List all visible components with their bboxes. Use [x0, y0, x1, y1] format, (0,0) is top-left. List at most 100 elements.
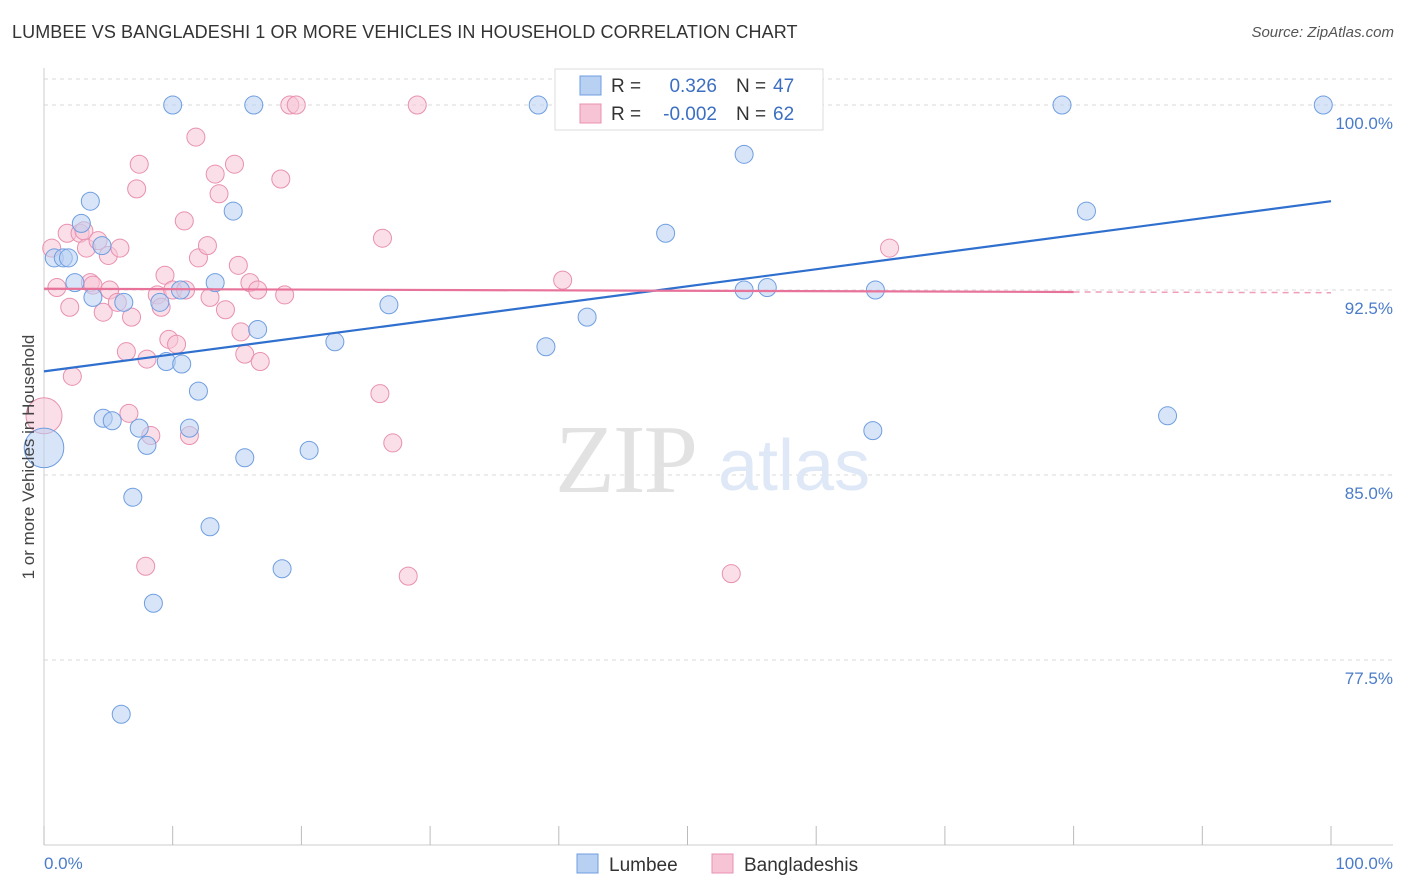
y-tick-label-3: 100.0% [1335, 114, 1393, 133]
legend-n-value-bangladeshis: 62 [773, 104, 794, 125]
bangladeshis-point-18 [119, 403, 139, 423]
lumbee-point-13 [129, 418, 149, 438]
lumbee-point-47 [1313, 95, 1333, 115]
lumbee-point-24 [200, 517, 220, 537]
bangladeshis-point-51 [286, 95, 306, 115]
bangladeshis-point-59 [880, 238, 900, 258]
bangladeshis-point-43 [231, 322, 251, 342]
lumbee-point-7 [83, 287, 103, 307]
lumbee-point-23 [188, 381, 208, 401]
series-legend: Lumbee Bangladeshis [576, 853, 858, 876]
lumbee-point-31 [299, 440, 319, 460]
lumbee-point-21 [172, 354, 192, 374]
lumbee-point-16 [111, 704, 131, 724]
watermark-atlas: atlas [718, 426, 870, 506]
bangladeshis-point-12 [93, 302, 113, 322]
lumbee-point-3 [58, 248, 78, 268]
bottom-legend-swatch-bangladeshis [711, 853, 734, 874]
y-tick-label-0: 77.5% [1345, 669, 1393, 688]
bangladeshis-point-31 [174, 211, 194, 231]
bangladeshis-point-16 [110, 238, 130, 258]
legend-r-label-lumbee: R = [611, 76, 641, 97]
bangladeshis-point-5 [62, 366, 82, 386]
bangladeshis-point-57 [553, 270, 573, 290]
lumbee-point-43 [865, 280, 885, 300]
bangladeshis-point-27 [155, 265, 175, 285]
lumbee-point-30 [272, 559, 292, 579]
lumbee-point-44 [1052, 95, 1072, 115]
bottom-legend-lumbee: Lumbee [609, 855, 678, 876]
lumbee-point-15 [143, 593, 163, 613]
axis-layer [43, 68, 1393, 846]
y-tick-label-2: 92.5% [1345, 299, 1393, 318]
legend-r-value-lumbee: 0.326 [669, 76, 717, 97]
lumbee-point-33 [379, 295, 399, 315]
lumbee-point-34 [528, 95, 548, 115]
legend-n-value-lumbee: 47 [773, 76, 794, 97]
chart-title: LUMBEE VS BANGLADESHI 1 OR MORE VEHICLES… [12, 22, 798, 42]
bangladeshis-point-2 [47, 278, 67, 298]
bangladeshis-point-48 [271, 169, 291, 189]
bangladeshis-point-52 [370, 384, 390, 404]
bangladeshis-point-40 [215, 300, 235, 320]
stats-legend: R = 0.326 N = 47 R = -0.002 N = 62 [554, 68, 824, 131]
bangladeshis-point-22 [136, 556, 156, 576]
lumbee-point-28 [244, 95, 264, 115]
lumbee-point-0 [23, 427, 65, 469]
lumbee-point-6 [80, 191, 100, 211]
lumbee-point-12 [123, 487, 143, 507]
x-tick-label-right: 100.0% [1335, 854, 1393, 873]
legend-n-label-lumbee: N = [736, 76, 766, 97]
bangladeshis-point-38 [205, 164, 225, 184]
lumbee-point-29 [248, 319, 268, 339]
lumbee-points [23, 95, 1333, 724]
bangladeshis-point-58 [721, 564, 741, 584]
lumbee-point-8 [92, 236, 112, 256]
lumbee-point-42 [863, 421, 883, 441]
lumbee-point-14 [137, 435, 157, 455]
legend-r-value-bangladeshis: -0.002 [663, 104, 717, 125]
grid-layer [44, 78, 1393, 661]
lumbee-point-22 [179, 418, 199, 438]
trend-line-bangladeshis [43, 287, 1074, 294]
lumbee-point-45 [1076, 201, 1096, 221]
y-axis-label: 1 or more Vehicles in Household [19, 335, 38, 580]
bangladeshis-point-55 [398, 566, 418, 586]
watermark-zip: ZIP [555, 406, 696, 514]
bangladeshis-point-36 [197, 236, 217, 256]
lumbee-point-35 [536, 337, 556, 357]
bottom-legend-swatch-lumbee [576, 853, 599, 874]
lumbee-point-27 [235, 448, 255, 468]
bangladeshis-point-19 [122, 307, 142, 327]
bangladeshis-point-34 [186, 127, 206, 147]
trend-line-bangladeshis-extension [1073, 291, 1332, 294]
lumbee-point-46 [1158, 406, 1178, 426]
lumbee-point-36 [577, 307, 597, 327]
y-tick-labels: 77.5% 85.0% 92.5% 100.0% [1335, 114, 1393, 688]
lumbee-point-41 [757, 278, 777, 298]
bottom-legend-bangladeshis: Bangladeshis [744, 855, 858, 876]
bangladeshis-point-56 [407, 95, 427, 115]
x-tick-label-left: 0.0% [44, 854, 83, 873]
lumbee-point-17 [150, 292, 170, 312]
lumbee-point-25 [205, 273, 225, 293]
trend-lines [43, 200, 1332, 373]
lumbee-point-37 [656, 223, 676, 243]
legend-n-label-bangladeshis: N = [736, 104, 766, 125]
bangladeshis-point-42 [228, 255, 248, 275]
bangladeshis-point-20 [127, 179, 147, 199]
lumbee-point-11 [114, 292, 134, 312]
trend-line-lumbee [43, 200, 1332, 373]
bangladeshis-points [25, 95, 900, 586]
bangladeshis-point-47 [250, 352, 270, 372]
source-label: Source: ZipAtlas.com [1251, 24, 1394, 41]
bangladeshis-point-53 [372, 228, 392, 248]
lumbee-point-4 [65, 273, 85, 293]
lumbee-point-19 [163, 95, 183, 115]
bangladeshis-point-39 [209, 184, 229, 204]
bangladeshis-point-21 [129, 154, 149, 174]
bangladeshis-point-41 [224, 154, 244, 174]
lumbee-point-26 [223, 201, 243, 221]
lumbee-point-32 [325, 332, 345, 352]
